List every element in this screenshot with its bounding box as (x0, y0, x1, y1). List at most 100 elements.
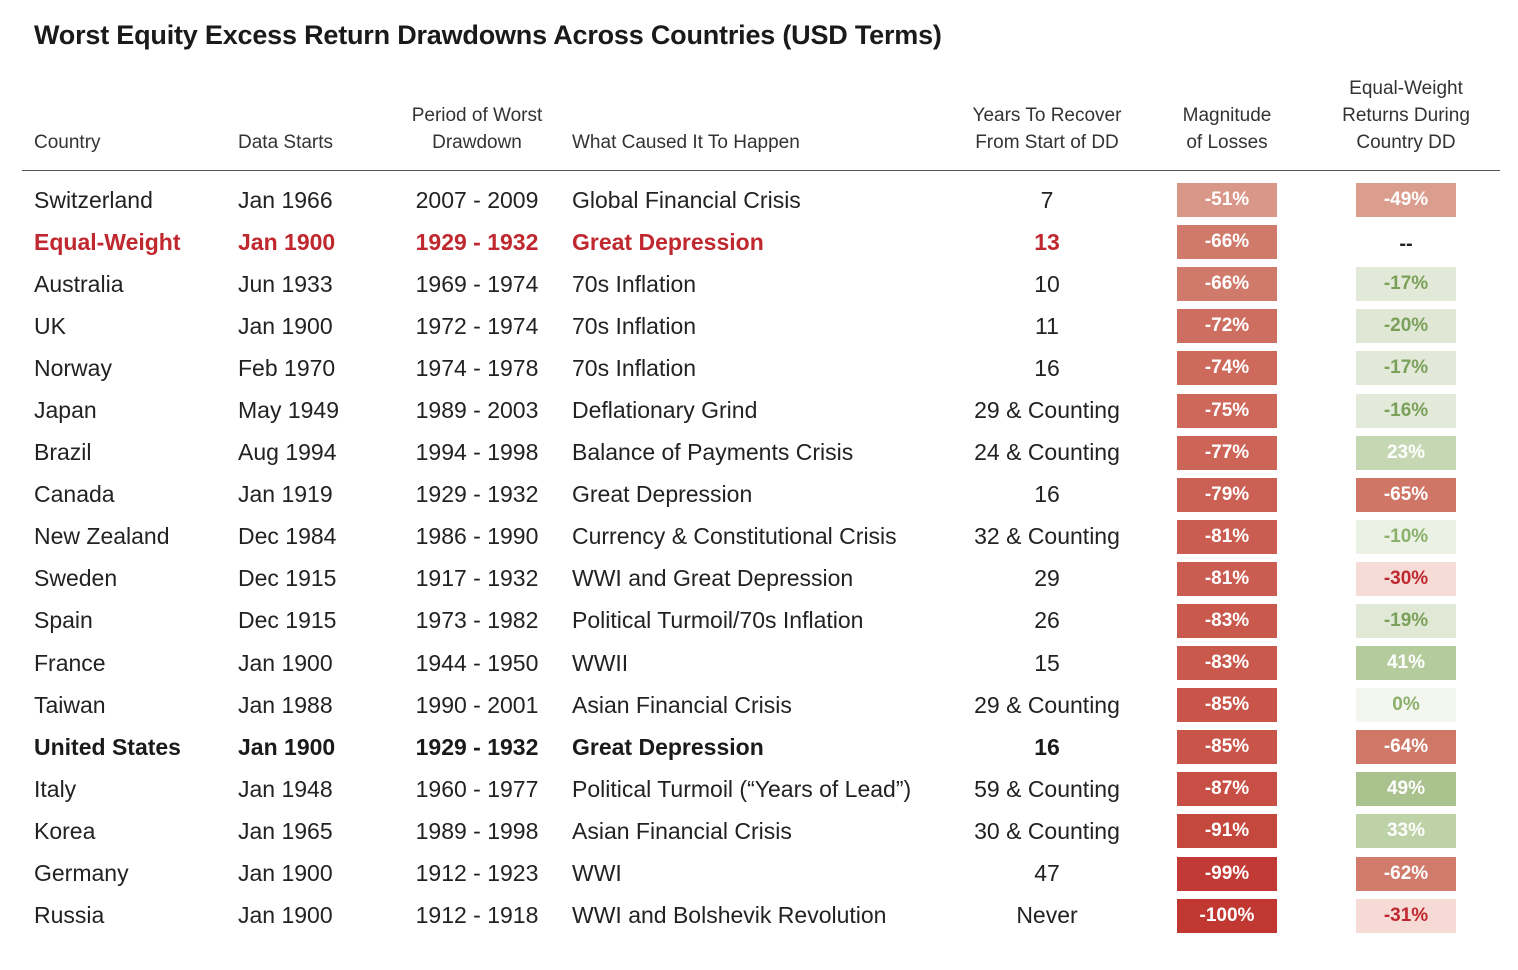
cell-cause: Great Depression (572, 228, 764, 255)
cell-years-to-recover: 29 & Counting (974, 397, 1120, 424)
cell-cause: 70s Inflation (572, 270, 697, 297)
cell-cause: WWII (572, 649, 629, 676)
cell-years-to-recover: 16 (1034, 733, 1060, 760)
cell-country: France (34, 649, 106, 676)
cell-years-to-recover: 26 (1034, 607, 1060, 634)
cell-period: 1929 - 1932 (415, 733, 539, 760)
equal-weight-badge: -10% (1356, 519, 1456, 554)
cell-magnitude: -87% (1142, 768, 1312, 810)
cell-data-starts: Jun 1933 (238, 270, 333, 297)
cell-country: Korea (34, 817, 96, 844)
magnitude-badge: -83% (1177, 646, 1277, 681)
equal-weight-badge: -65% (1356, 477, 1456, 512)
equal-weight-badge: -19% (1356, 603, 1456, 638)
cell-years-to-recover: 29 & Counting (974, 691, 1120, 718)
header-cause: What Caused It To Happen (572, 70, 952, 171)
cell-equal-weight-return: -10% (1312, 516, 1500, 558)
cell-equal-weight-return: -30% (1312, 558, 1500, 600)
cell-data-starts: Jan 1966 (238, 186, 333, 213)
header-magnitude: Magnitude of Losses (1142, 70, 1312, 171)
cell-magnitude: -75% (1142, 389, 1312, 431)
table-row: Switzerland Jan 1966 2007 - 2009 Global Fin… (22, 171, 1500, 222)
cell-data-starts: Jan 1948 (238, 775, 333, 802)
table-row: Germany Jan 1900 1912 - 1923 WWI 47 -99% -62% (22, 853, 1500, 895)
equal-weight-badge: -17% (1356, 351, 1456, 386)
cell-data-starts: Jan 1900 (238, 312, 333, 339)
cell-years-to-recover: 24 & Counting (974, 439, 1120, 466)
cell-cause: Global Financial Crisis (572, 186, 801, 213)
cell-magnitude: -81% (1142, 558, 1312, 600)
magnitude-badge: -100% (1177, 898, 1277, 933)
cell-equal-weight-return: 33% (1312, 810, 1500, 852)
cell-years-to-recover: 29 (1034, 565, 1060, 592)
cell-period: 1944 - 1950 (415, 649, 539, 676)
cell-equal-weight-return: 41% (1312, 642, 1500, 684)
table-row: Spain Dec 1915 1973 - 1982 Political Turmoi… (22, 600, 1500, 642)
cell-equal-weight-return: -62% (1312, 853, 1500, 895)
header-equal-weight-returns: Equal-Weight Returns During Country DD (1312, 70, 1500, 171)
cell-magnitude: -79% (1142, 474, 1312, 516)
cell-cause: Currency & Constitutional Crisis (572, 523, 897, 550)
cell-country: Spain (34, 607, 93, 634)
magnitude-badge: -91% (1177, 814, 1277, 849)
table-row: New Zealand Dec 1984 1986 - 1990 Currency &… (22, 516, 1500, 558)
cell-period: 1989 - 1998 (415, 817, 539, 844)
cell-country: Italy (34, 775, 77, 802)
cell-equal-weight-return: -20% (1312, 305, 1500, 347)
header-years-to-recover: Years To Recover From Start of DD (952, 70, 1142, 171)
cell-country: UK (34, 312, 66, 339)
magnitude-badge: -83% (1177, 603, 1277, 638)
cell-period: 1986 - 1990 (415, 523, 539, 550)
equal-weight-badge: -64% (1356, 730, 1456, 765)
cell-years-to-recover: 16 (1034, 354, 1060, 381)
cell-cause: Deflationary Grind (572, 397, 758, 424)
cell-equal-weight-return: -31% (1312, 895, 1500, 937)
magnitude-badge: -87% (1177, 772, 1277, 807)
cell-data-starts: Jan 1900 (238, 902, 333, 929)
cell-magnitude: -85% (1142, 726, 1312, 768)
cell-magnitude: -99% (1142, 853, 1312, 895)
cell-period: 1929 - 1932 (415, 228, 539, 255)
cell-period: 1929 - 1932 (415, 481, 539, 508)
cell-cause: WWI and Bolshevik Revolution (572, 902, 887, 929)
magnitude-badge: -51% (1177, 183, 1277, 218)
table-row: Australia Jun 1933 1969 - 1974 70s Inflatio… (22, 263, 1500, 305)
cell-years-to-recover: 13 (1034, 228, 1060, 255)
cell-years-to-recover: 30 & Counting (974, 817, 1120, 844)
cell-cause: WWI and Great Depression (572, 565, 854, 592)
equal-weight-badge: 41% (1356, 646, 1456, 681)
cell-period: 1994 - 1998 (415, 439, 539, 466)
cell-country: Japan (34, 397, 97, 424)
equal-weight-empty: -- (1399, 232, 1413, 255)
cell-country: Taiwan (34, 691, 106, 718)
cell-data-starts: Jan 1900 (238, 733, 336, 760)
equal-weight-badge: 33% (1356, 814, 1456, 849)
cell-equal-weight-return: -49% (1312, 171, 1500, 222)
cell-data-starts: Jan 1919 (238, 481, 333, 508)
magnitude-badge: -66% (1177, 225, 1277, 260)
equal-weight-badge: -20% (1356, 309, 1456, 344)
cell-cause: Great Depression (572, 481, 753, 508)
cell-equal-weight-return: -17% (1312, 263, 1500, 305)
cell-country: Australia (34, 270, 124, 297)
cell-magnitude: -72% (1142, 305, 1312, 347)
magnitude-badge: -81% (1177, 561, 1277, 596)
cell-period: 1974 - 1978 (415, 354, 539, 381)
cell-country: Equal-Weight (34, 228, 181, 255)
equal-weight-badge: 23% (1356, 435, 1456, 470)
cell-data-starts: Jan 1965 (238, 817, 333, 844)
cell-cause: Political Turmoil/70s Inflation (572, 607, 864, 634)
table-row: UK Jan 1900 1972 - 1974 70s Inflation 11 -72%… (22, 305, 1500, 347)
cell-equal-weight-return: -64% (1312, 726, 1500, 768)
cell-period: 1989 - 2003 (415, 397, 539, 424)
cell-country: United States (34, 733, 181, 760)
table-row: Taiwan Jan 1988 1990 - 2001 Asian Financial… (22, 684, 1500, 726)
cell-cause: 70s Inflation (572, 312, 697, 339)
cell-magnitude: -74% (1142, 347, 1312, 389)
cell-equal-weight-return: 23% (1312, 432, 1500, 474)
equal-weight-badge: -16% (1356, 393, 1456, 428)
table-row: Equal-Weight Jan 1900 1929 - 1932 Great Dep… (22, 221, 1500, 263)
cell-data-starts: Dec 1915 (238, 607, 337, 634)
magnitude-badge: -77% (1177, 435, 1277, 470)
